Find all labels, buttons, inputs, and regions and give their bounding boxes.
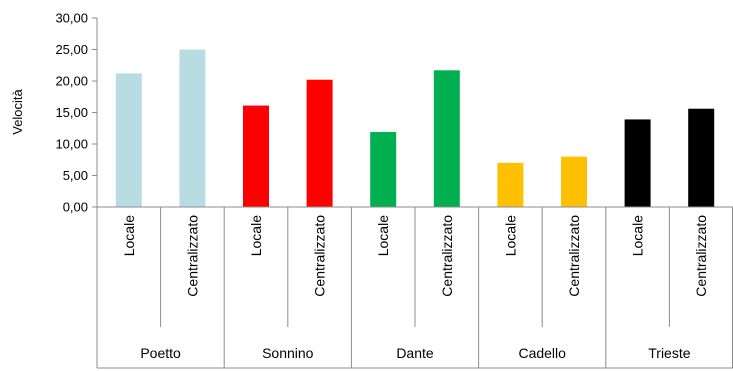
y-tick-label: 10,00 <box>55 137 88 152</box>
category-label: Locale <box>502 215 518 256</box>
group-label-dante: Dante <box>396 345 434 361</box>
bars <box>115 49 715 207</box>
category-label: Centralizzato <box>566 215 582 297</box>
group-label-poetto: Poetto <box>140 345 181 361</box>
group-label-sonnino: Sonnino <box>262 345 314 361</box>
y-tick-label: 30,00 <box>55 11 88 26</box>
y-axis: 0,00 5,00 10,00 15,00 20,00 25,00 30,00 <box>55 11 98 215</box>
bar-cadello-centralizzato <box>561 156 587 207</box>
category-label: Locale <box>121 215 137 256</box>
y-tick-label: 20,00 <box>55 74 88 89</box>
y-tick-label: 15,00 <box>55 105 88 120</box>
category-label: Centralizzato <box>184 215 200 297</box>
bar-trieste-centralizzato <box>688 108 715 207</box>
bar-poetto-locale <box>115 73 142 207</box>
group-label-cadello: Cadello <box>518 345 566 361</box>
bar-cadello-locale <box>497 162 524 207</box>
bar-sonnino-centralizzato <box>306 79 333 207</box>
bar-sonnino-locale <box>243 105 269 207</box>
bar-trieste-locale <box>624 119 651 207</box>
category-label: Centralizzato <box>693 215 709 297</box>
y-tick-label: 5,00 <box>63 168 88 183</box>
bar-poetto-centralizzato <box>179 49 206 207</box>
category-label: Centralizzato <box>312 215 328 297</box>
bar-dante-centralizzato <box>433 70 460 207</box>
category-label: Centralizzato <box>439 215 455 297</box>
y-axis-title: Velocità <box>10 88 25 134</box>
category-label: Locale <box>375 215 391 256</box>
group-label-trieste: Trieste <box>648 345 690 361</box>
y-tick-label: 0,00 <box>63 200 88 215</box>
x-axis: Locale Centralizzato Poetto Locale Centraliz… <box>96 206 733 369</box>
category-label: Locale <box>630 215 646 256</box>
y-tick-label: 25,00 <box>55 42 88 57</box>
category-label: Locale <box>248 215 264 256</box>
bar-dante-locale <box>370 132 397 207</box>
